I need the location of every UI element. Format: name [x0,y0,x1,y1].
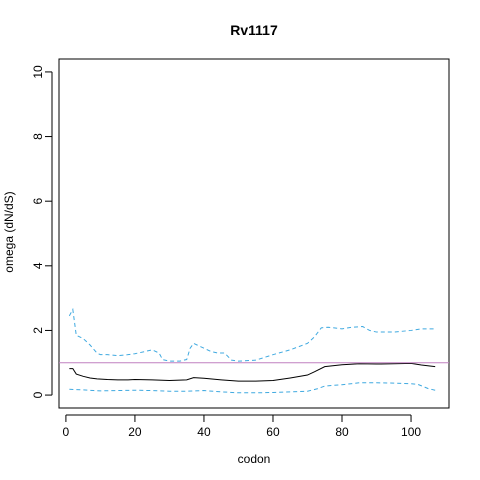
y-tick-label: 10 [31,65,45,79]
x-tick-label: 20 [128,425,142,439]
x-tick-label: 100 [401,425,421,439]
y-tick-label: 4 [31,262,45,269]
y-tick-label: 0 [31,391,45,398]
x-tick-label: 80 [335,425,349,439]
x-tick-label: 60 [266,425,280,439]
chart-title: Rv1117 [230,22,278,38]
y-tick-label: 8 [31,133,45,140]
x-axis-label: codon [238,452,271,466]
upper-bound-line [68,307,436,362]
y-tick-label: 6 [31,198,45,205]
plot-area: 0 20 40 60 80 100 0 2 4 6 8 10 [31,58,450,439]
x-tick-label: 40 [197,425,211,439]
x-tick-label: 0 [63,425,70,439]
plot-frame [58,58,450,409]
lower-bound-line [69,382,436,394]
y-axis-label: omega (dN/dS) [2,191,16,272]
omega-estimate-line [69,362,436,382]
y-tick-label: 2 [31,327,45,334]
